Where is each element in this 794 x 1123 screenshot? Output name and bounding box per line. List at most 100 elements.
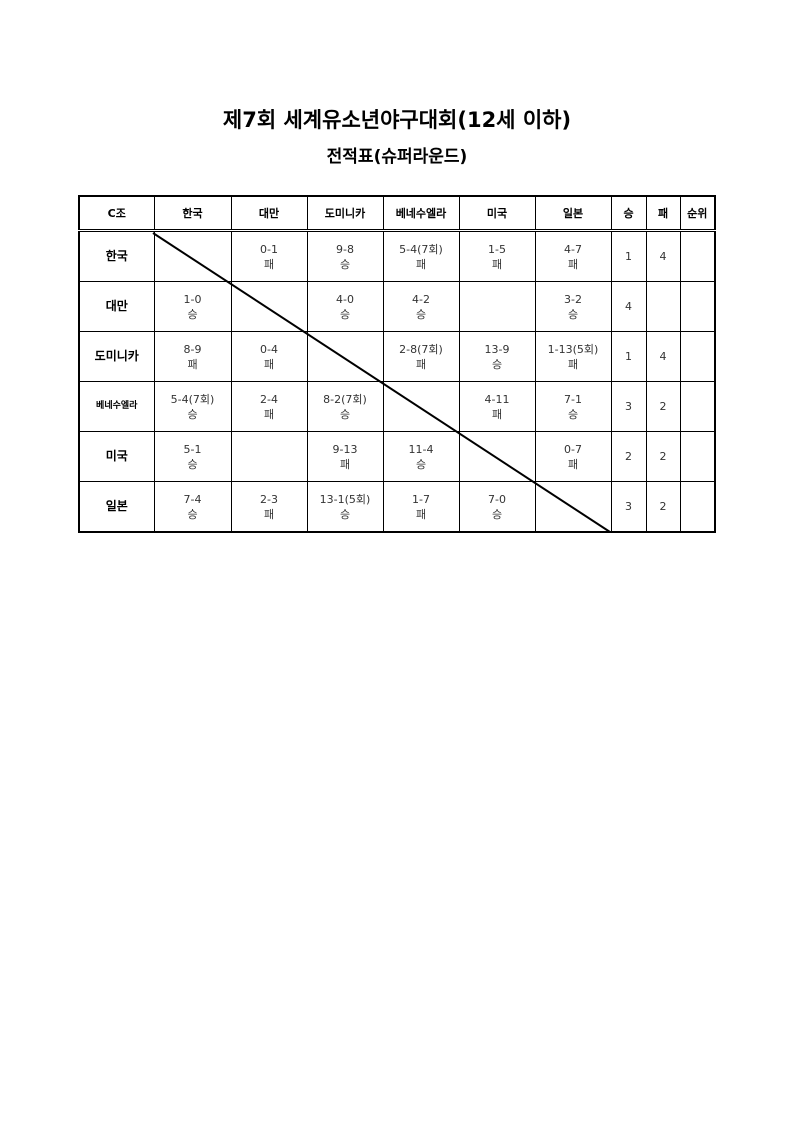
match-result-cell: 7-4 승	[153, 481, 232, 533]
match-result-cell: 1-0 승	[153, 281, 232, 332]
match-score: 8-9	[183, 342, 202, 356]
match-result-cell: 4-11 패	[458, 381, 536, 432]
team-name: 베네수엘라	[78, 381, 155, 432]
rank-cell	[679, 230, 716, 282]
team-name: 미국	[78, 431, 155, 482]
match-result-cell: 0-4 패	[230, 331, 308, 382]
match-outcome: 패	[263, 357, 275, 371]
match-score: 0-7	[564, 442, 582, 456]
standings-table: C조 한국 대만 도미니카 베네수엘라 미국 일본 승 패 순위 한국 0-1 패 9-8 승 5-4(7회…	[78, 195, 716, 533]
match-outcome: 승	[339, 407, 351, 421]
match-score: 2-4	[260, 392, 278, 406]
match-score: 1-0	[183, 292, 202, 306]
match-outcome: 승	[339, 307, 351, 321]
column-header: 순위	[679, 195, 716, 232]
column-header: 한국	[153, 195, 232, 232]
match-outcome: 패	[567, 257, 579, 271]
table-row: 일본 7-4 승 2-3 패 13-1(5회) 승 1-7 패 7-0 승 3 2	[78, 481, 716, 533]
match-score: 8-2(7회)	[323, 392, 367, 406]
wins-cell: 3	[610, 381, 647, 432]
match-outcome: 패	[187, 357, 198, 371]
match-score: 5-4(7회)	[399, 242, 443, 256]
empty-cell	[458, 431, 536, 482]
match-outcome: 패	[263, 257, 275, 271]
match-result-cell: 3-2 승	[534, 281, 612, 332]
match-result-cell: 2-3 패	[230, 481, 308, 533]
match-score: 1-5	[488, 242, 506, 256]
match-score: 0-1	[260, 242, 278, 256]
match-outcome: 승	[491, 507, 503, 521]
match-result-cell: 0-7 패	[534, 431, 612, 482]
match-result-cell: 8-9 패	[153, 331, 232, 382]
match-outcome: 패	[415, 257, 427, 271]
losses-cell: 2	[645, 431, 681, 482]
column-header: C조	[78, 195, 155, 232]
column-header: 패	[645, 195, 681, 232]
wins-cell: 1	[610, 331, 647, 382]
column-header: 대만	[230, 195, 308, 232]
match-score: 9-8	[336, 242, 354, 256]
rank-cell	[679, 481, 716, 533]
match-outcome: 승	[567, 407, 579, 421]
match-result-cell: 13-1(5회) 승	[306, 481, 384, 533]
match-score: 7-0	[488, 492, 506, 506]
match-outcome: 패	[567, 357, 579, 371]
losses-cell: 2	[645, 481, 681, 533]
rank-cell	[679, 331, 716, 382]
match-score: 3-2	[564, 292, 582, 306]
column-header: 도미니카	[306, 195, 384, 232]
rank-cell	[679, 431, 716, 482]
team-name: 일본	[78, 481, 155, 533]
rank-cell	[679, 281, 716, 332]
empty-cell	[306, 331, 384, 382]
match-outcome: 승	[187, 457, 198, 471]
match-score: 2-3	[260, 492, 278, 506]
match-result-cell: 11-4 승	[382, 431, 460, 482]
empty-cell	[534, 481, 612, 533]
match-score: 4-7	[564, 242, 582, 256]
match-outcome: 승	[415, 307, 427, 321]
match-score: 4-2	[412, 292, 430, 306]
match-score: 11-4	[408, 442, 434, 456]
match-result-cell: 5-4(7회) 패	[382, 230, 460, 282]
match-result-cell: 9-8 승	[306, 230, 384, 282]
match-score: 1-13(5회)	[547, 342, 599, 356]
match-score: 1-7	[412, 492, 430, 506]
match-result-cell: 1-5 패	[458, 230, 536, 282]
rank-cell	[679, 381, 716, 432]
match-score: 4-0	[336, 292, 354, 306]
match-result-cell: 2-4 패	[230, 381, 308, 432]
match-result-cell: 8-2(7회) 승	[306, 381, 384, 432]
match-result-cell: 5-4(7회) 승	[153, 381, 232, 432]
match-result-cell: 9-13 패	[306, 431, 384, 482]
table-row: 도미니카 8-9 패 0-4 패 2-8(7회) 패 13-9 승 1-13(5회) 패 1 4	[78, 331, 716, 382]
table-row: 한국 0-1 패 9-8 승 5-4(7회) 패 1-5 패 4-7 패 1 4	[78, 230, 716, 282]
header-row: C조 한국 대만 도미니카 베네수엘라 미국 일본 승 패 순위	[78, 195, 716, 232]
document-subtitle: 전적표(슈퍼라운드)	[326, 147, 468, 167]
match-outcome: 패	[339, 457, 351, 471]
empty-cell	[230, 281, 308, 332]
match-score: 0-4	[260, 342, 278, 356]
table-row: 베네수엘라 5-4(7회) 승 2-4 패 8-2(7회) 승 4-11 패 7-1 승 3 2	[78, 381, 716, 432]
match-result-cell: 4-0 승	[306, 281, 384, 332]
match-score: 13-1(5회)	[319, 492, 371, 506]
empty-cell	[458, 281, 536, 332]
team-name: 도미니카	[78, 331, 155, 382]
wins-cell: 1	[610, 230, 647, 282]
match-result-cell: 0-1 패	[230, 230, 308, 282]
match-outcome: 패	[263, 507, 275, 521]
match-score: 4-11	[484, 392, 510, 406]
column-header: 일본	[534, 195, 612, 232]
match-outcome: 승	[339, 257, 351, 271]
empty-cell	[230, 431, 308, 482]
match-score: 2-8(7회)	[399, 342, 443, 356]
table-row: 미국 5-1 승 9-13 패 11-4 승 0-7 패 2 2	[78, 431, 716, 482]
match-result-cell: 4-2 승	[382, 281, 460, 332]
match-outcome: 패	[567, 457, 579, 471]
team-name: 한국	[78, 230, 155, 282]
match-outcome: 승	[491, 357, 503, 371]
match-score: 9-13	[332, 442, 358, 456]
match-score: 5-1	[183, 442, 202, 456]
document-title: 제7회 세계유소년야구대회(12세 이하)	[222, 108, 572, 132]
wins-cell: 2	[610, 431, 647, 482]
